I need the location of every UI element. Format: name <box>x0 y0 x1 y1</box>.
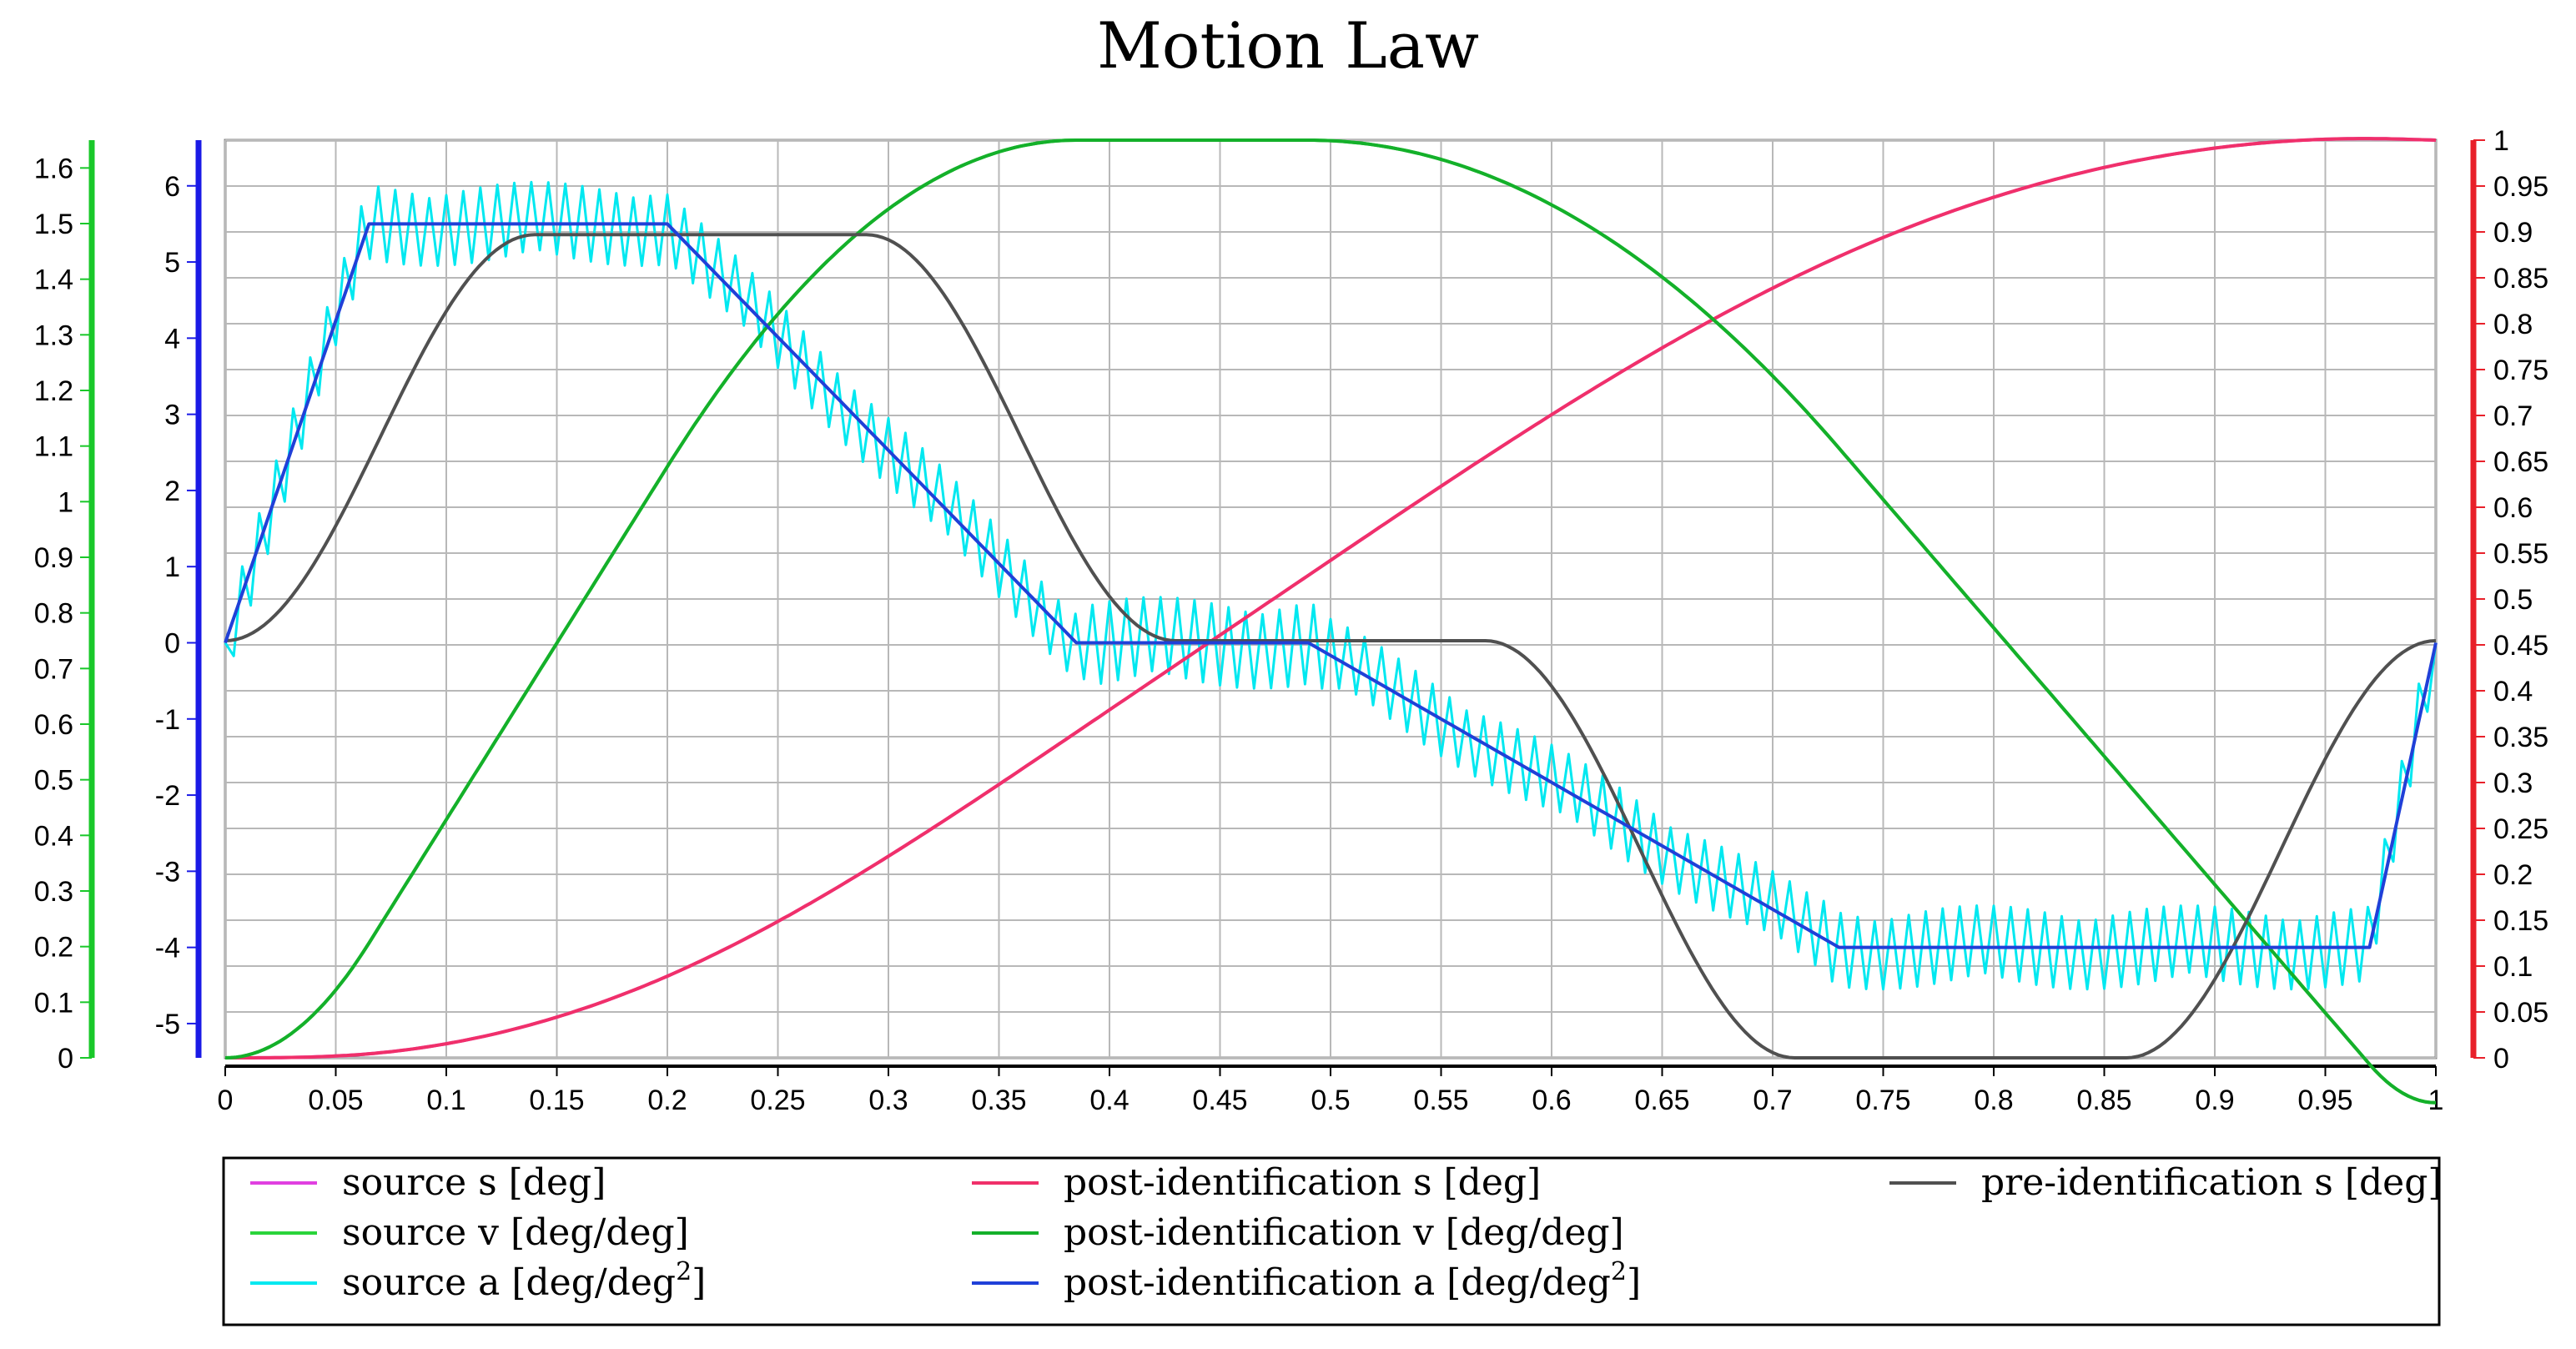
x-tick-label: 0.15 <box>529 1085 584 1116</box>
x-tick-label: 0.05 <box>308 1085 363 1116</box>
right-s-tick-label: 0.35 <box>2493 722 2548 753</box>
left-a-tick-label: -5 <box>155 1009 180 1040</box>
grid <box>224 139 2437 1059</box>
left-v-tick-label: 1.4 <box>34 264 73 296</box>
axes: 0 0.05 0.1 0.15 0.2 0.25 0.3 0.35 0.4 0.45 0.5 0.55… <box>34 125 2548 1116</box>
x-tick-label: 0.7 <box>1753 1085 1792 1116</box>
legend-label: source s [deg] <box>342 1161 606 1204</box>
series-line <box>224 180 2438 991</box>
left-v-tick-label: 0.7 <box>34 653 73 685</box>
right-s-tick-label: 0.5 <box>2493 584 2533 616</box>
right-s-tick-label: 1 <box>2493 125 2509 157</box>
left-v-tick-label: 1 <box>58 486 73 518</box>
right-s-tick-label: 0.9 <box>2493 217 2533 249</box>
left-v-tick-label: 1.1 <box>34 431 73 463</box>
legend-box <box>222 1156 2441 1326</box>
left-v-tick-label: 0.9 <box>34 542 73 574</box>
x-tick-label: 0.6 <box>1532 1085 1571 1116</box>
x-tick-label: 0.8 <box>1974 1085 2013 1116</box>
left-v-tick-label: 0.2 <box>34 932 73 964</box>
right-s-tick-label: 0.55 <box>2493 538 2548 570</box>
left-a-tick-label: -3 <box>155 856 180 888</box>
right-s-tick-label: 0.1 <box>2493 951 2533 983</box>
right-s-tick-label: 0.15 <box>2493 905 2548 937</box>
x-tick-label: 1 <box>2428 1085 2444 1116</box>
left-v-tick-label: 1.5 <box>34 209 73 240</box>
x-tick-label: 0 <box>218 1085 234 1116</box>
left-a-tick-label: 2 <box>164 476 180 507</box>
legend-label: source a [deg/deg2] <box>342 1257 706 1304</box>
right-s-tick-label: 0.95 <box>2493 171 2548 203</box>
x-tick-label: 0.45 <box>1192 1085 1247 1116</box>
x-tick-label: 0.65 <box>1634 1085 1689 1116</box>
x-tick-label: 0.95 <box>2297 1085 2352 1116</box>
left-a-tick-label: -1 <box>155 704 180 736</box>
left-v-tick-label: 0.5 <box>34 765 73 797</box>
legend-label: post-identification s [deg] <box>1064 1161 1541 1204</box>
legend-label: post-identification a [deg/deg2] <box>1064 1257 1641 1304</box>
legend-label: pre-identification s [deg] <box>1981 1161 2443 1204</box>
right-s-tick-label: 0.25 <box>2493 813 2548 845</box>
series-line <box>224 138 2437 1105</box>
left-v-tick-label: 0.1 <box>34 987 73 1019</box>
x-tick-label: 0.75 <box>1855 1085 1910 1116</box>
left-a-tick-label: 1 <box>164 551 180 583</box>
x-tick-label: 0.85 <box>2076 1085 2131 1116</box>
left-v-tick-label: 0.6 <box>34 709 73 741</box>
left-v-tick-label: 0.8 <box>34 598 73 630</box>
x-tick-label: 0.25 <box>750 1085 805 1116</box>
x-tick-label: 0.55 <box>1413 1085 1468 1116</box>
right-s-tick-label: 0.4 <box>2493 676 2533 707</box>
x-tick-label: 0.1 <box>426 1085 465 1116</box>
left-v-tick-label: 1.3 <box>34 320 73 351</box>
right-s-tick-label: 0.85 <box>2493 263 2548 294</box>
x-tick-label: 0.2 <box>647 1085 687 1116</box>
series-line <box>224 233 2437 1060</box>
left-a-tick-label: 6 <box>164 171 180 203</box>
legend-label: source v [deg/deg] <box>342 1211 689 1254</box>
right-s-tick-label: 0.8 <box>2493 309 2533 340</box>
left-v-tick-label: 1.2 <box>34 375 73 407</box>
right-s-tick-label: 0.3 <box>2493 768 2533 799</box>
legend-label: post-identification v [deg/deg] <box>1064 1211 1624 1254</box>
right-s-tick-label: 0 <box>2493 1043 2509 1075</box>
left-a-tick-label: 5 <box>164 247 180 279</box>
x-tick-label: 0.3 <box>868 1085 908 1116</box>
series-line <box>224 222 2438 949</box>
left-v-tick-label: 1.6 <box>34 153 73 184</box>
right-s-tick-label: 0.75 <box>2493 355 2548 386</box>
legend: source s [deg] source v [deg/deg]source a… <box>222 1156 2443 1326</box>
right-s-tick-label: 0.05 <box>2493 997 2548 1029</box>
x-tick-label: 0.5 <box>1311 1085 1350 1116</box>
left-a-tick-label: 0 <box>164 627 180 659</box>
x-tick-label: 0.4 <box>1089 1085 1129 1116</box>
series-line <box>225 137 2437 1060</box>
left-v-tick-label: 0.3 <box>34 876 73 908</box>
left-v-tick-label: 0.4 <box>34 820 73 852</box>
x-tick-label: 0.9 <box>2195 1085 2234 1116</box>
left-a-tick-label: 4 <box>164 323 180 355</box>
left-v-tick-label: 0 <box>58 1043 73 1075</box>
right-s-tick-label: 0.6 <box>2493 492 2533 524</box>
right-s-tick-label: 0.45 <box>2493 630 2548 662</box>
x-tick-label: 0.35 <box>971 1085 1026 1116</box>
series <box>224 137 2438 1105</box>
left-a-tick-label: -2 <box>155 780 180 812</box>
left-a-tick-label: -4 <box>155 933 180 964</box>
chart-title: Motion Law <box>1096 8 1480 83</box>
right-s-tick-label: 0.7 <box>2493 400 2533 432</box>
left-a-tick-label: 3 <box>164 400 180 431</box>
right-s-tick-label: 0.2 <box>2493 859 2533 891</box>
right-s-tick-label: 0.65 <box>2493 446 2548 478</box>
